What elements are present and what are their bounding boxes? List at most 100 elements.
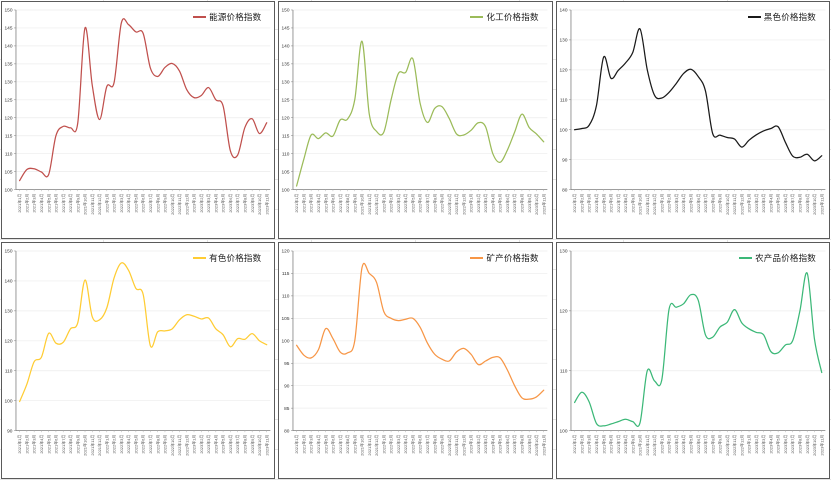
svg-text:2022年2月: 2022年2月 <box>665 194 671 213</box>
svg-text:2021年9月: 2021年9月 <box>74 434 80 453</box>
legend-line-marker <box>747 16 761 18</box>
svg-text:130: 130 <box>559 38 567 44</box>
svg-text:100: 100 <box>282 187 290 193</box>
svg-text:2021年10月: 2021年10月 <box>636 434 642 455</box>
svg-text:2023年4月: 2023年4月 <box>212 194 218 213</box>
svg-text:80: 80 <box>284 428 290 434</box>
chart-panel-agricultural[interactable]: 农产品价格指数 100 110 120 130 2021年1月 2021年2月 2021年3… <box>555 241 830 479</box>
svg-text:2021年11月: 2021年11月 <box>89 434 95 455</box>
svg-text:2022年11月: 2022年11月 <box>176 434 182 455</box>
svg-text:2022年9月: 2022年9月 <box>439 434 445 453</box>
svg-text:2021年12月: 2021年12月 <box>373 194 379 215</box>
svg-text:2023年4月: 2023年4月 <box>490 194 496 213</box>
chart-panel-black[interactable]: 黑色价格指数 80 90 100 110 120 130 140 2021年1月 2021年2月… <box>555 1 830 239</box>
svg-text:2023年10月: 2023年10月 <box>533 434 539 455</box>
svg-text:90: 90 <box>284 383 290 389</box>
svg-text:150: 150 <box>5 8 13 14</box>
svg-text:2021年5月: 2021年5月 <box>600 194 606 213</box>
svg-text:115: 115 <box>282 271 290 277</box>
svg-text:2021年8月: 2021年8月 <box>622 194 628 213</box>
svg-text:2022年1月: 2022年1月 <box>381 434 387 453</box>
svg-text:2023年5月: 2023年5月 <box>497 194 503 213</box>
svg-text:2022年12月: 2022年12月 <box>461 434 467 455</box>
svg-text:2022年11月: 2022年11月 <box>176 194 182 215</box>
svg-text:2022年8月: 2022年8月 <box>709 194 715 213</box>
svg-text:2021年11月: 2021年11月 <box>644 434 650 455</box>
svg-text:2022年3月: 2022年3月 <box>118 194 124 213</box>
svg-text:2021年12月: 2021年12月 <box>373 434 379 455</box>
svg-text:2022年8月: 2022年8月 <box>154 194 160 213</box>
svg-text:2021年6月: 2021年6月 <box>53 194 59 213</box>
svg-text:2021年6月: 2021年6月 <box>330 434 336 453</box>
svg-text:2023年9月: 2023年9月 <box>526 194 532 213</box>
svg-text:120: 120 <box>282 115 290 121</box>
svg-text:2022年11月: 2022年11月 <box>453 194 459 215</box>
svg-text:2022年8月: 2022年8月 <box>709 434 715 453</box>
svg-text:2021年7月: 2021年7月 <box>614 434 620 453</box>
svg-text:2021年7月: 2021年7月 <box>60 194 66 213</box>
svg-text:2021年1月: 2021年1月 <box>16 434 22 453</box>
svg-text:2021年11月: 2021年11月 <box>89 194 95 215</box>
svg-text:2022年6月: 2022年6月 <box>417 194 423 213</box>
svg-text:2023年2月: 2023年2月 <box>475 434 481 453</box>
svg-text:2023年6月: 2023年6月 <box>227 434 233 453</box>
chart-panel-nonferrous[interactable]: 有色价格指数 90 100 110 120 130 140 150 2021年1月 2021年2… <box>1 241 276 479</box>
svg-text:2021年4月: 2021年4月 <box>38 434 44 453</box>
svg-text:145: 145 <box>5 26 13 32</box>
svg-text:120: 120 <box>559 308 567 314</box>
svg-text:2023年10月: 2023年10月 <box>256 194 262 215</box>
svg-text:2022年1月: 2022年1月 <box>658 434 664 453</box>
svg-text:2023年1月: 2023年1月 <box>745 434 751 453</box>
svg-text:2021年2月: 2021年2月 <box>23 194 29 213</box>
svg-text:2022年10月: 2022年10月 <box>446 434 452 455</box>
svg-text:2022年6月: 2022年6月 <box>417 434 423 453</box>
svg-text:2023年7月: 2023年7月 <box>234 434 240 453</box>
svg-text:2021年9月: 2021年9月 <box>629 434 635 453</box>
svg-text:135: 135 <box>5 62 13 68</box>
svg-text:140: 140 <box>5 278 13 284</box>
svg-text:2022年8月: 2022年8月 <box>432 434 438 453</box>
svg-text:150: 150 <box>282 8 290 14</box>
nonferrous-line-plot: 90 100 110 120 130 140 150 2021年1月 2021年2月 2021年3… <box>5 248 271 455</box>
svg-text:2021年5月: 2021年5月 <box>45 194 51 213</box>
svg-text:2023年11月: 2023年11月 <box>541 434 547 455</box>
svg-text:2023年1月: 2023年1月 <box>191 434 197 453</box>
svg-text:2021年8月: 2021年8月 <box>344 434 350 453</box>
black-line-plot: 80 90 100 110 120 130 140 2021年1月 2021年2月 2021年3月… <box>559 8 826 215</box>
svg-text:2023年9月: 2023年9月 <box>803 194 809 213</box>
svg-text:2023年2月: 2023年2月 <box>198 194 204 213</box>
svg-text:2021年10月: 2021年10月 <box>359 434 365 455</box>
svg-text:2021年10月: 2021年10月 <box>359 194 365 215</box>
svg-text:2023年5月: 2023年5月 <box>774 194 780 213</box>
svg-text:2022年9月: 2022年9月 <box>716 434 722 453</box>
svg-text:2023年9月: 2023年9月 <box>803 434 809 453</box>
svg-text:2021年1月: 2021年1月 <box>16 194 22 213</box>
svg-text:2021年9月: 2021年9月 <box>352 434 358 453</box>
svg-text:90: 90 <box>562 157 568 163</box>
energy-line-plot: 100 105 110 115 120 125 130 135 140 145 150 2021年1月… <box>5 8 271 215</box>
svg-text:110: 110 <box>282 293 290 299</box>
svg-text:2023年2月: 2023年2月 <box>753 434 759 453</box>
svg-text:2023年3月: 2023年3月 <box>760 194 766 213</box>
svg-text:130: 130 <box>559 248 567 254</box>
svg-text:2022年12月: 2022年12月 <box>738 194 744 215</box>
svg-text:2021年7月: 2021年7月 <box>614 194 620 213</box>
svg-text:2021年5月: 2021年5月 <box>323 194 329 213</box>
svg-text:85: 85 <box>284 405 290 411</box>
chart-panel-chemical[interactable]: 化工价格指数 100 105 110 115 120 125 130 135 140 145 150… <box>278 1 553 239</box>
chemical-line-plot: 100 105 110 115 120 125 130 135 140 145 150 2021年1月… <box>282 8 548 215</box>
legend-line-marker <box>470 256 484 259</box>
svg-text:2021年5月: 2021年5月 <box>323 434 329 453</box>
svg-text:2021年2月: 2021年2月 <box>301 194 307 213</box>
svg-text:2021年8月: 2021年8月 <box>67 434 73 453</box>
svg-text:125: 125 <box>5 97 13 103</box>
svg-text:2022年10月: 2022年10月 <box>169 194 175 215</box>
legend-label: 矿产价格指数 <box>486 252 539 263</box>
svg-text:2023年11月: 2023年11月 <box>818 434 824 455</box>
svg-text:2021年11月: 2021年11月 <box>366 434 372 455</box>
chart-panel-energy[interactable]: 能源价格指数 100 105 110 115 120 125 130 135 140 145 150… <box>1 1 276 239</box>
svg-text:2023年11月: 2023年11月 <box>263 434 269 455</box>
chart-panel-mineral[interactable]: 矿产价格指数 80 85 90 95 100 105 110 115 120 2021年1月 202… <box>278 241 553 479</box>
